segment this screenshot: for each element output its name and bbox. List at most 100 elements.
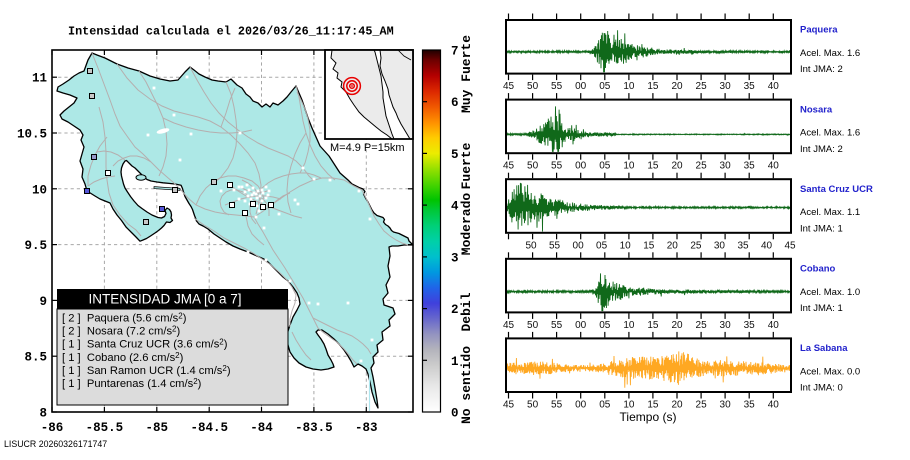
svg-text:-84: -84: [250, 421, 273, 435]
svg-text:[ 1 ] Santa Cruz UCR (3.6 cm/: [ 1 ] Santa Cruz UCR (3.6 cm/s2): [62, 338, 228, 351]
svg-text:Debil: Debil: [459, 292, 474, 331]
svg-text:Int JMA: 2: Int JMA: 2: [800, 64, 843, 75]
svg-text:25: 25: [696, 320, 708, 331]
svg-text:Acel. Max. 1.6: Acel. Max. 1.6: [800, 48, 860, 59]
svg-text:Nosara: Nosara: [800, 104, 833, 115]
svg-text:15: 15: [647, 161, 659, 172]
svg-text:M=4.9 P=15km: M=4.9 P=15km: [330, 142, 405, 154]
svg-text:Int JMA: 1: Int JMA: 1: [800, 223, 843, 234]
svg-text:30: 30: [720, 161, 732, 172]
svg-text:Int JMA: 0: Int JMA: 0: [800, 383, 843, 394]
svg-text:50: 50: [527, 320, 539, 331]
svg-text:INTENSIDAD JMA [0 a 7]: INTENSIDAD JMA [0 a 7]: [88, 292, 241, 307]
svg-text:55: 55: [551, 400, 563, 411]
svg-text:40: 40: [768, 320, 780, 331]
svg-text:No sentido: No sentido: [459, 346, 474, 424]
svg-text:15: 15: [647, 400, 659, 411]
svg-text:Muy Fuerte: Muy Fuerte: [459, 35, 474, 113]
svg-text:10: 10: [623, 400, 635, 411]
svg-text:45: 45: [503, 81, 515, 92]
svg-text:[ 1 ] Puntarenas (1.4 cm/s2): [ 1 ] Puntarenas (1.4 cm/s2): [62, 377, 202, 390]
svg-text:15: 15: [643, 240, 655, 251]
svg-text:50: 50: [527, 161, 539, 172]
svg-text:LISUCR 20260326171747: LISUCR 20260326171747: [4, 439, 107, 449]
svg-text:[ 1 ] San Ramon UCR (1.4 cm/s: [ 1 ] San Ramon UCR (1.4 cm/s2): [62, 364, 231, 377]
svg-text:45: 45: [503, 400, 515, 411]
svg-text:05: 05: [599, 161, 611, 172]
svg-text:-85.5: -85.5: [86, 421, 124, 435]
svg-text:30: 30: [720, 81, 732, 92]
svg-text:3: 3: [451, 251, 459, 265]
svg-text:55: 55: [549, 240, 561, 251]
svg-text:10.5: 10.5: [17, 128, 47, 142]
svg-text:Intensidad calculada el 2026/0: Intensidad calculada el 2026/03/26_11:17…: [68, 25, 394, 39]
svg-text:11: 11: [32, 72, 47, 86]
svg-text:45: 45: [784, 240, 796, 251]
svg-text:10: 10: [623, 161, 635, 172]
svg-text:00: 00: [573, 240, 585, 251]
svg-text:0: 0: [451, 407, 459, 421]
svg-text:30: 30: [720, 400, 732, 411]
svg-text:00: 00: [575, 320, 587, 331]
svg-text:05: 05: [599, 320, 611, 331]
svg-text:15: 15: [647, 320, 659, 331]
svg-text:50: 50: [527, 81, 539, 92]
svg-text:50: 50: [525, 240, 537, 251]
svg-text:8: 8: [39, 407, 47, 421]
svg-text:-83.5: -83.5: [295, 421, 333, 435]
svg-text:00: 00: [575, 400, 587, 411]
svg-text:30: 30: [720, 320, 732, 331]
svg-text:1: 1: [451, 355, 459, 369]
svg-text:[ 1 ] Cobano (2.6 cm/s2): [ 1 ] Cobano (2.6 cm/s2): [62, 351, 184, 364]
svg-text:10: 10: [623, 320, 635, 331]
svg-text:[ 2 ] Paquera (5.6 cm/s2): [ 2 ] Paquera (5.6 cm/s2): [62, 312, 187, 325]
svg-text:40: 40: [768, 161, 780, 172]
svg-text:40: 40: [768, 400, 780, 411]
svg-text:05: 05: [599, 400, 611, 411]
svg-text:-84.5: -84.5: [190, 421, 228, 435]
svg-text:-86: -86: [41, 421, 64, 435]
svg-text:Paquera: Paquera: [800, 25, 838, 36]
svg-text:20: 20: [671, 81, 683, 92]
svg-text:45: 45: [503, 161, 515, 172]
svg-text:40: 40: [768, 81, 780, 92]
svg-text:15: 15: [647, 81, 659, 92]
svg-text:Moderado: Moderado: [459, 193, 474, 256]
svg-text:9: 9: [39, 295, 47, 309]
svg-text:20: 20: [667, 240, 679, 251]
svg-text:Acel. Max. 1.6: Acel. Max. 1.6: [800, 128, 860, 139]
svg-text:55: 55: [551, 161, 563, 172]
svg-text:10: 10: [620, 240, 632, 251]
svg-text:45: 45: [503, 320, 515, 331]
svg-text:-83: -83: [355, 421, 378, 435]
svg-text:55: 55: [551, 320, 563, 331]
svg-text:20: 20: [671, 320, 683, 331]
svg-text:25: 25: [690, 240, 702, 251]
svg-text:Int JMA: 2: Int JMA: 2: [800, 144, 843, 155]
svg-text:5: 5: [451, 148, 459, 162]
svg-text:[ 2 ] Nosara (7.2 cm/s2): [ 2 ] Nosara (7.2 cm/s2): [62, 325, 181, 338]
svg-text:Cobano: Cobano: [800, 264, 836, 275]
svg-text:Int JMA: 1: Int JMA: 1: [800, 303, 843, 314]
svg-text:Acel. Max. 0.0: Acel. Max. 0.0: [800, 366, 860, 377]
svg-text:35: 35: [737, 240, 749, 251]
svg-text:55: 55: [551, 81, 563, 92]
svg-text:La Sabana: La Sabana: [800, 343, 848, 354]
svg-text:Santa Cruz UCR: Santa Cruz UCR: [800, 184, 873, 195]
svg-text:00: 00: [575, 161, 587, 172]
svg-text:2: 2: [451, 303, 459, 317]
svg-text:10: 10: [32, 183, 47, 197]
svg-text:35: 35: [744, 81, 756, 92]
svg-text:30: 30: [714, 240, 726, 251]
svg-text:50: 50: [527, 400, 539, 411]
svg-text:25: 25: [696, 81, 708, 92]
svg-text:Acel. Max. 1.1: Acel. Max. 1.1: [800, 207, 860, 218]
svg-text:6: 6: [451, 96, 459, 110]
svg-text:Fuerte: Fuerte: [459, 142, 474, 189]
svg-text:10: 10: [623, 81, 635, 92]
svg-text:Tiempo (s): Tiempo (s): [620, 410, 677, 424]
svg-text:00: 00: [575, 81, 587, 92]
svg-text:35: 35: [744, 161, 756, 172]
svg-text:8.5: 8.5: [24, 351, 47, 365]
svg-text:9.5: 9.5: [24, 239, 47, 253]
